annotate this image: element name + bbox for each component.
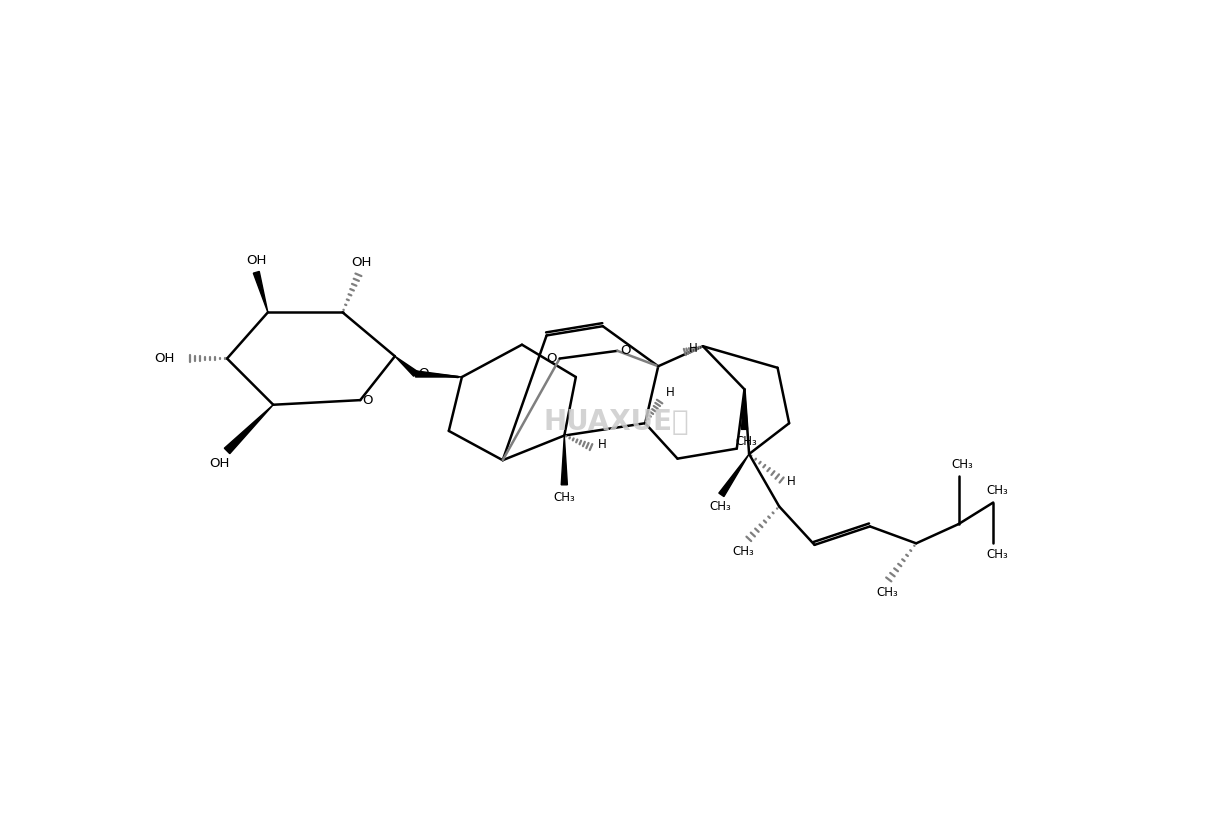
- Polygon shape: [561, 436, 567, 485]
- Polygon shape: [415, 371, 462, 377]
- Text: OH: OH: [246, 254, 267, 267]
- Text: HUAXUE加: HUAXUE加: [543, 408, 689, 436]
- Text: CH₃: CH₃: [709, 500, 730, 513]
- Text: H: H: [665, 386, 675, 399]
- Text: OH: OH: [209, 457, 229, 470]
- Text: CH₃: CH₃: [735, 435, 757, 448]
- Text: OH: OH: [154, 352, 175, 365]
- Polygon shape: [741, 389, 747, 429]
- Text: O: O: [362, 394, 373, 406]
- Polygon shape: [253, 271, 268, 312]
- Text: O: O: [418, 368, 428, 381]
- Text: CH₃: CH₃: [986, 484, 1008, 496]
- Text: H: H: [597, 437, 606, 450]
- Text: H: H: [688, 342, 698, 355]
- Polygon shape: [395, 356, 418, 376]
- Text: H: H: [787, 475, 795, 488]
- Text: OH: OH: [351, 256, 372, 269]
- Text: CH₃: CH₃: [951, 458, 973, 471]
- Text: CH₃: CH₃: [733, 545, 754, 559]
- Text: CH₃: CH₃: [986, 548, 1008, 561]
- Text: CH₃: CH₃: [554, 491, 576, 504]
- Polygon shape: [719, 454, 750, 496]
- Text: O: O: [620, 344, 630, 357]
- Polygon shape: [225, 405, 273, 454]
- Text: O: O: [547, 352, 558, 365]
- Text: CH₃: CH₃: [876, 586, 898, 600]
